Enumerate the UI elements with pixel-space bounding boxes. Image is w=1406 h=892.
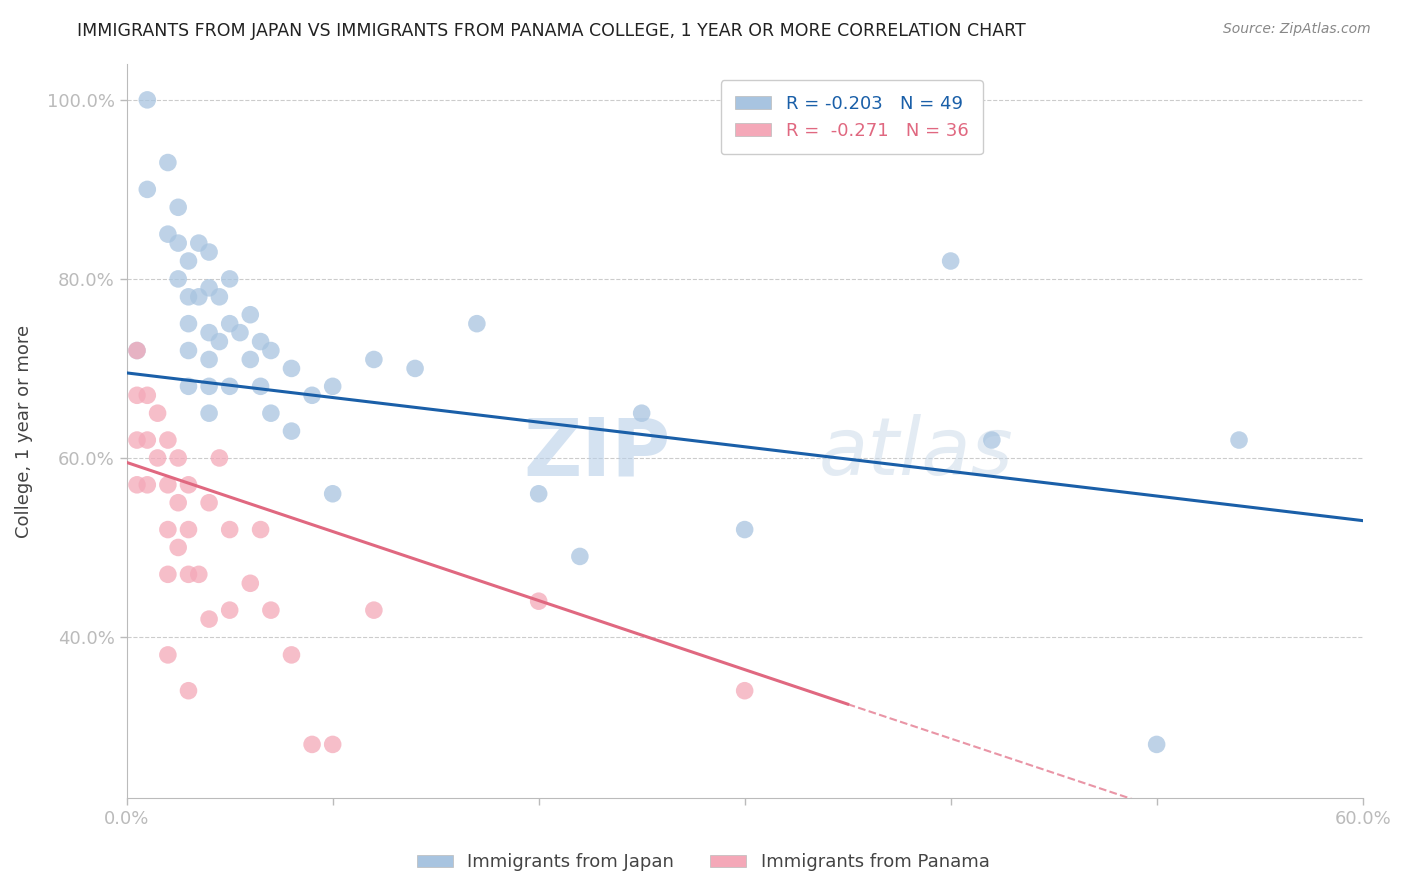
- Point: [198, 245, 221, 260]
- Point: [177, 379, 200, 393]
- Point: [125, 388, 148, 402]
- Point: [177, 478, 200, 492]
- Point: [198, 496, 221, 510]
- Point: [208, 334, 231, 349]
- Point: [187, 290, 209, 304]
- Point: [146, 450, 169, 465]
- Point: [1227, 433, 1250, 447]
- Point: [218, 379, 240, 393]
- Point: [249, 523, 271, 537]
- Point: [218, 603, 240, 617]
- Point: [630, 406, 652, 420]
- Point: [167, 236, 190, 251]
- Point: [187, 236, 209, 251]
- Point: [156, 567, 179, 582]
- Point: [167, 200, 190, 214]
- Point: [177, 523, 200, 537]
- Point: [218, 523, 240, 537]
- Point: [404, 361, 426, 376]
- Point: [260, 406, 283, 420]
- Point: [156, 433, 179, 447]
- Point: [156, 227, 179, 242]
- Point: [125, 478, 148, 492]
- Point: [322, 379, 344, 393]
- Legend: Immigrants from Japan, Immigrants from Panama: Immigrants from Japan, Immigrants from P…: [409, 847, 997, 879]
- Point: [136, 478, 159, 492]
- Point: [125, 433, 148, 447]
- Point: [280, 424, 302, 438]
- Point: [136, 433, 159, 447]
- Point: [322, 487, 344, 501]
- Point: [167, 496, 190, 510]
- Point: [177, 254, 200, 268]
- Text: Source: ZipAtlas.com: Source: ZipAtlas.com: [1223, 22, 1371, 37]
- Text: IMMIGRANTS FROM JAPAN VS IMMIGRANTS FROM PANAMA COLLEGE, 1 YEAR OR MORE CORRELAT: IMMIGRANTS FROM JAPAN VS IMMIGRANTS FROM…: [77, 22, 1026, 40]
- Point: [280, 648, 302, 662]
- Point: [198, 326, 221, 340]
- Point: [239, 576, 262, 591]
- Point: [568, 549, 591, 564]
- Y-axis label: College, 1 year or more: College, 1 year or more: [15, 325, 32, 538]
- Point: [177, 343, 200, 358]
- Point: [125, 343, 148, 358]
- Point: [465, 317, 488, 331]
- Point: [167, 272, 190, 286]
- Text: atlas: atlas: [818, 414, 1014, 492]
- Point: [239, 308, 262, 322]
- Point: [136, 388, 159, 402]
- Point: [156, 478, 179, 492]
- Point: [260, 603, 283, 617]
- Point: [198, 379, 221, 393]
- Point: [734, 683, 756, 698]
- Point: [146, 406, 169, 420]
- Point: [301, 388, 323, 402]
- Point: [198, 281, 221, 295]
- Point: [301, 738, 323, 752]
- Point: [939, 254, 962, 268]
- Point: [156, 648, 179, 662]
- Point: [198, 612, 221, 626]
- Point: [136, 93, 159, 107]
- Text: ZIP: ZIP: [523, 414, 671, 492]
- Point: [260, 343, 283, 358]
- Point: [208, 290, 231, 304]
- Point: [208, 450, 231, 465]
- Point: [136, 182, 159, 196]
- Point: [980, 433, 1002, 447]
- Point: [239, 352, 262, 367]
- Point: [156, 523, 179, 537]
- Point: [249, 334, 271, 349]
- Point: [249, 379, 271, 393]
- Point: [1146, 738, 1168, 752]
- Point: [527, 594, 550, 608]
- Point: [363, 603, 385, 617]
- Point: [363, 352, 385, 367]
- Point: [280, 361, 302, 376]
- Point: [322, 738, 344, 752]
- Point: [198, 352, 221, 367]
- Point: [167, 541, 190, 555]
- Point: [527, 487, 550, 501]
- Point: [198, 406, 221, 420]
- Point: [177, 317, 200, 331]
- Point: [177, 683, 200, 698]
- Point: [167, 450, 190, 465]
- Point: [177, 567, 200, 582]
- Legend: R = -0.203   N = 49, R =  -0.271   N = 36: R = -0.203 N = 49, R = -0.271 N = 36: [721, 80, 983, 154]
- Point: [218, 272, 240, 286]
- Point: [218, 317, 240, 331]
- Point: [177, 290, 200, 304]
- Point: [125, 343, 148, 358]
- Point: [187, 567, 209, 582]
- Point: [229, 326, 252, 340]
- Point: [734, 523, 756, 537]
- Point: [156, 155, 179, 169]
